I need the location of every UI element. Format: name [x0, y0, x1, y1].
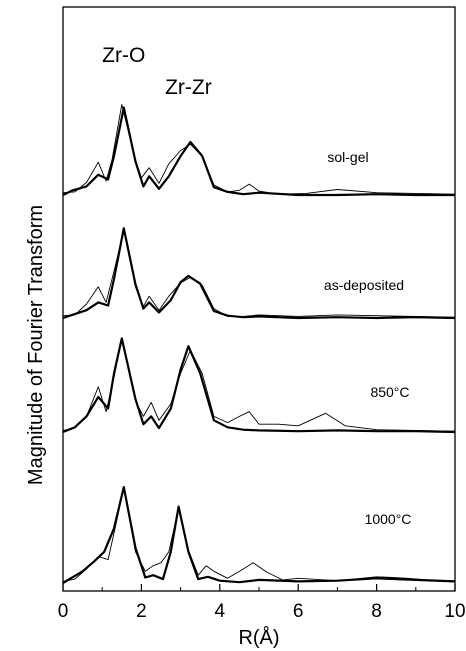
x-tick-label: 2 [136, 601, 147, 622]
x-tick-label: 6 [293, 601, 304, 622]
plot-frame [62, 6, 456, 592]
x-tick-label: 4 [215, 601, 226, 622]
panel-label: as-deposited [324, 277, 404, 293]
spectrum-thin-line [62, 230, 456, 318]
spectra-curves [62, 104, 456, 584]
x-axis-ticks [62, 584, 456, 591]
y-axis-label: Magnitude of Fourier Transform [25, 205, 47, 485]
panel-label: 850°C [370, 384, 409, 400]
spectrum-thick-line [62, 227, 456, 320]
peak-label: Zr-O [102, 44, 145, 67]
x-tick-label: 10 [444, 601, 465, 622]
spectrum-thick-line [62, 106, 455, 197]
x-tick-label: 8 [371, 601, 382, 622]
spectrum-thick-line [62, 486, 456, 584]
peak-label: Zr-Zr [165, 76, 212, 99]
spectrum-thick-line [62, 337, 456, 434]
x-axis-label: R(Å) [238, 626, 279, 649]
panel-label: sol-gel [327, 149, 368, 165]
x-axis-tick-labels: 0 2 4 6 8 10 [58, 601, 466, 622]
panel-label: 1000°C [365, 511, 412, 527]
peak-labels: Zr-O Zr-Zr [102, 44, 212, 99]
spectrum-thin-line [62, 487, 456, 582]
panel-labels: sol-gel as-deposited 850°C 1000°C [324, 149, 412, 527]
x-tick-label: 0 [58, 601, 69, 622]
